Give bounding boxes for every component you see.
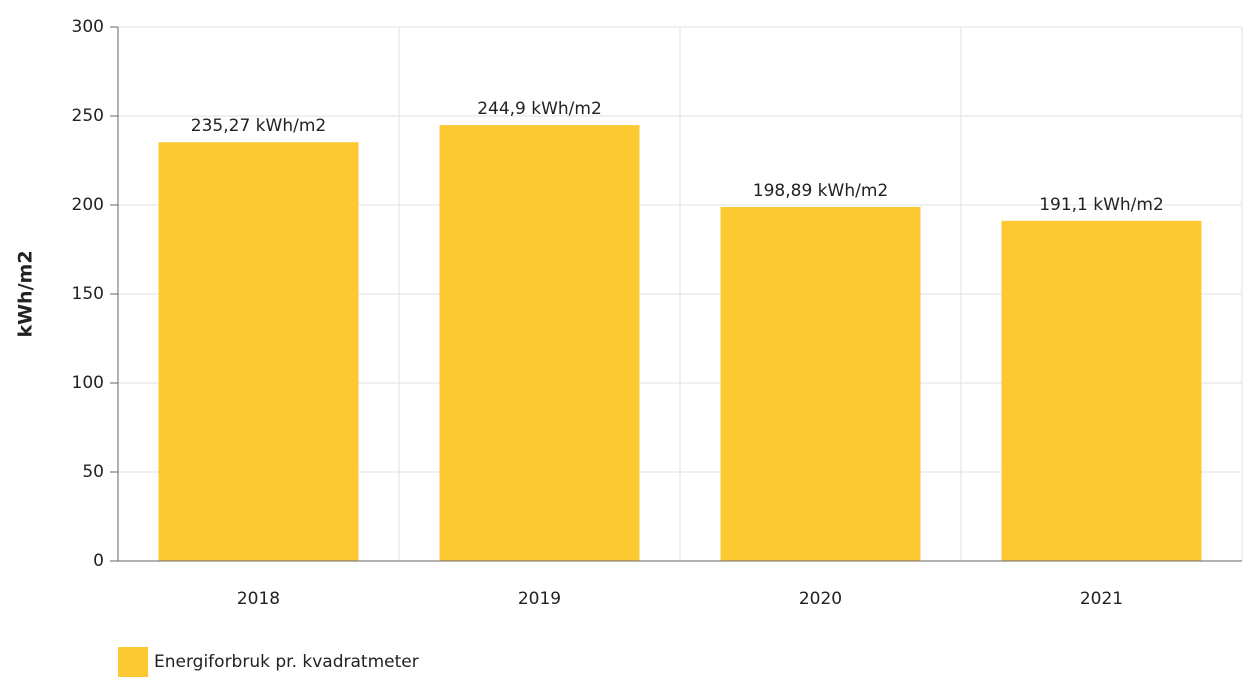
y-tick-label: 150: [72, 284, 104, 304]
y-axis-label: kWh/m2: [15, 250, 37, 337]
bar: [720, 206, 921, 561]
x-tick-label: 2020: [799, 589, 842, 609]
y-tick-label: 100: [72, 373, 104, 393]
bar: [439, 125, 640, 561]
y-tick-label: 250: [72, 106, 104, 126]
y-tick-label: 300: [72, 17, 104, 37]
legend-label: Energiforbruk pr. kvadratmeter: [154, 652, 419, 672]
y-tick-label: 200: [72, 195, 104, 215]
x-tick-label: 2018: [237, 589, 280, 609]
data-label: 244,9 kWh/m2: [477, 99, 602, 119]
legend-swatch: [118, 647, 148, 677]
x-tick-label: 2021: [1080, 589, 1123, 609]
data-label: 235,27 kWh/m2: [191, 116, 326, 136]
data-label: 198,89 kWh/m2: [753, 181, 888, 201]
bar: [158, 142, 359, 561]
bar: [1001, 220, 1202, 562]
x-tick-label: 2019: [518, 589, 561, 609]
y-tick-label: 50: [82, 462, 104, 482]
y-tick-label: 0: [93, 551, 104, 571]
data-label: 191,1 kWh/m2: [1039, 195, 1164, 215]
